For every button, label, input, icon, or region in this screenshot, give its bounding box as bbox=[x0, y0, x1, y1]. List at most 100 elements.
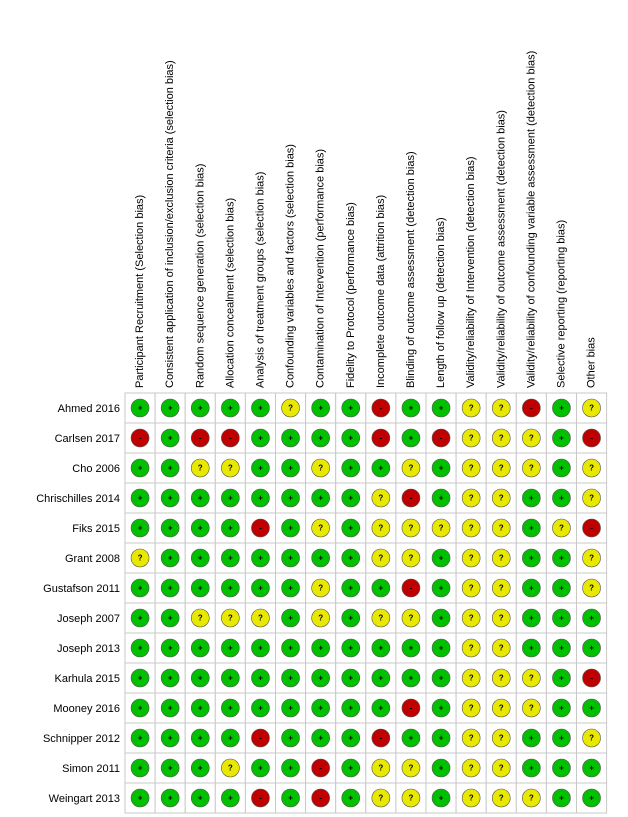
judgement-symbol: + bbox=[409, 644, 414, 653]
judgement-symbol: ? bbox=[529, 794, 534, 803]
judgement-dot bbox=[251, 578, 270, 598]
judgement-symbol: + bbox=[228, 494, 233, 503]
judgement-dot bbox=[461, 398, 481, 418]
judgement-dot bbox=[130, 398, 150, 418]
judgement-symbol: + bbox=[288, 674, 293, 683]
judgement-symbol: ? bbox=[589, 464, 594, 473]
judgement-dot bbox=[582, 488, 601, 508]
judgement-dot bbox=[461, 788, 481, 808]
judgement-dot bbox=[401, 518, 421, 538]
judgement-dot bbox=[341, 488, 361, 508]
judgement-symbol: + bbox=[228, 794, 233, 803]
judgement-dot bbox=[491, 488, 511, 508]
judgement-dot bbox=[251, 548, 270, 568]
judgement-symbol: ? bbox=[469, 554, 474, 563]
judgement-dot bbox=[552, 728, 571, 748]
judgement-symbol: ? bbox=[499, 764, 504, 773]
judgement-symbol: + bbox=[379, 584, 384, 593]
judgement-symbol: + bbox=[318, 494, 323, 503]
judgement-symbol: + bbox=[138, 764, 143, 773]
judgement-dot bbox=[281, 608, 300, 628]
judgement-dot bbox=[160, 788, 180, 808]
judgement-symbol: + bbox=[348, 464, 353, 473]
judgement-dot bbox=[251, 608, 270, 628]
judgement-dot bbox=[160, 578, 180, 598]
judgement-dot bbox=[371, 608, 391, 628]
judgement-dot bbox=[341, 668, 361, 688]
judgement-symbol: + bbox=[318, 644, 323, 653]
judgement-dot bbox=[371, 428, 391, 448]
judgement-dot bbox=[431, 548, 451, 568]
judgement-symbol: + bbox=[198, 764, 203, 773]
judgement-dot bbox=[160, 608, 180, 628]
judgement-dot bbox=[431, 428, 451, 448]
judgement-dot bbox=[582, 548, 601, 568]
judgement-symbol: ? bbox=[469, 404, 474, 413]
cell bbox=[365, 512, 397, 544]
judgement-dot bbox=[522, 488, 541, 508]
judgement-dot bbox=[491, 638, 511, 658]
judgement-symbol: + bbox=[559, 464, 564, 473]
judgement-symbol: + bbox=[138, 794, 143, 803]
judgement-symbol: + bbox=[198, 494, 203, 503]
judgement-symbol: + bbox=[138, 524, 143, 533]
judgement-symbol: + bbox=[529, 734, 534, 743]
judgement-dot bbox=[251, 698, 270, 718]
judgement-symbol: + bbox=[409, 734, 414, 743]
judgement-dot bbox=[190, 488, 210, 508]
judgement-dot bbox=[130, 728, 150, 748]
judgement-dot bbox=[461, 638, 481, 658]
judgement-dot bbox=[281, 428, 300, 448]
cell bbox=[395, 782, 427, 814]
judgement-symbol: + bbox=[138, 734, 143, 743]
judgement-symbol: ? bbox=[378, 614, 383, 623]
judgement-symbol: - bbox=[139, 434, 142, 443]
judgement-dot bbox=[582, 578, 601, 598]
judgement-symbol: ? bbox=[378, 764, 383, 773]
judgement-symbol: ? bbox=[378, 524, 383, 533]
judgement-symbol: + bbox=[288, 464, 293, 473]
judgement-dot bbox=[130, 578, 150, 598]
study-name: Carlsen 2017 bbox=[55, 433, 120, 445]
judgement-symbol: ? bbox=[138, 554, 143, 563]
judgement-dot bbox=[431, 578, 451, 598]
judgement-dot bbox=[251, 758, 270, 778]
judgement-symbol: ? bbox=[469, 644, 474, 653]
judgement-symbol: ? bbox=[469, 704, 474, 713]
judgement-symbol: + bbox=[288, 584, 293, 593]
judgement-symbol: ? bbox=[529, 704, 534, 713]
judgement-symbol: + bbox=[559, 434, 564, 443]
cell bbox=[154, 422, 186, 454]
judgement-dot bbox=[461, 668, 481, 688]
judgement-dot bbox=[522, 758, 541, 778]
judgement-dot bbox=[221, 758, 240, 778]
judgement-symbol: + bbox=[318, 434, 323, 443]
judgement-dot bbox=[160, 398, 180, 418]
judgement-dot bbox=[401, 638, 421, 658]
judgement-symbol: ? bbox=[409, 524, 414, 533]
judgement-dot bbox=[401, 608, 421, 628]
judgement-dot bbox=[491, 788, 511, 808]
study-name: Weingart 2013 bbox=[49, 793, 120, 805]
judgement-symbol: ? bbox=[318, 614, 323, 623]
judgement-dot bbox=[281, 398, 300, 418]
judgement-symbol: ? bbox=[589, 494, 594, 503]
judgement-symbol: - bbox=[410, 584, 413, 593]
judgement-symbol: + bbox=[168, 524, 173, 533]
judgement-symbol: ? bbox=[589, 404, 594, 413]
judgement-dot bbox=[160, 458, 180, 478]
judgement-symbol: ? bbox=[529, 464, 534, 473]
judgement-dot bbox=[221, 548, 240, 568]
judgement-symbol: + bbox=[348, 764, 353, 773]
judgement-symbol: + bbox=[348, 524, 353, 533]
judgement-symbol: ? bbox=[228, 464, 233, 473]
judgement-symbol: + bbox=[529, 614, 534, 623]
judgement-dot bbox=[190, 788, 210, 808]
judgement-dot bbox=[281, 488, 300, 508]
judgement-dot bbox=[160, 548, 180, 568]
judgement-symbol: + bbox=[288, 764, 293, 773]
judgement-symbol: + bbox=[589, 764, 594, 773]
judgement-dot bbox=[341, 458, 361, 478]
judgement-symbol: + bbox=[258, 404, 263, 413]
judgement-dot bbox=[431, 788, 451, 808]
